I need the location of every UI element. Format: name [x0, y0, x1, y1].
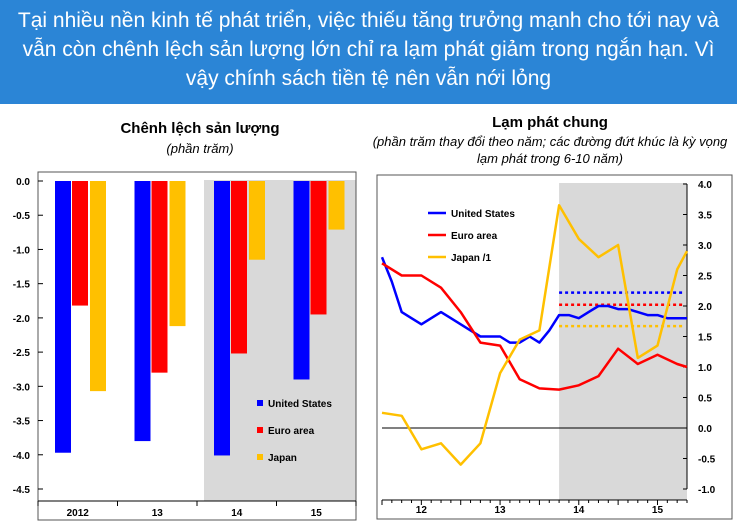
legend-label-japan-1: Japan /1 [451, 253, 491, 264]
series-line-united-states [380, 256, 687, 344]
slide-header: Tại nhiều nền kinh tế phát triển, việc t… [0, 0, 737, 104]
y-tick-label: 0.0 [16, 177, 30, 188]
bar-euro-area-15 [310, 181, 327, 315]
chart-frame [376, 174, 733, 520]
right-chart-title: Lạm phát chung [492, 114, 608, 131]
y-tick-label: -0.5 [698, 455, 716, 466]
y-tick-label: 0.5 [698, 394, 712, 405]
slide-title: Tại nhiều nền kinh tế phát triển, việc t… [17, 9, 720, 90]
y-tick-label: -1.0 [13, 245, 31, 256]
y-tick-label: -0.5 [13, 211, 31, 222]
bar-united-states-2012 [55, 181, 71, 453]
y-tick-label: 0.0 [698, 424, 712, 435]
y-tick-label: -1.5 [13, 280, 31, 291]
y-tick-label: -1.0 [698, 485, 716, 496]
x-tick-label: 14 [573, 505, 585, 516]
y-tick-label: -2.0 [13, 314, 31, 325]
x-tick-label: 15 [311, 508, 323, 519]
bar-japan-15 [328, 181, 345, 230]
legend-marker-united-states [257, 400, 263, 406]
x-tick-label: 14 [231, 508, 243, 519]
bar-united-states-14 [214, 181, 230, 456]
bar-euro-area-14 [231, 181, 247, 354]
legend-label-euro-area: Euro area [451, 231, 498, 242]
x-tick-label: 13 [152, 508, 164, 519]
y-tick-label: 4.0 [698, 180, 712, 191]
legend-label-euro-area: Euro area [268, 426, 315, 437]
bar-euro-area-13 [151, 181, 168, 373]
y-tick-label: 2.5 [698, 272, 712, 283]
bar-japan-13 [169, 181, 186, 327]
bar-united-states-13 [134, 181, 151, 442]
legend-label-united-states: United States [268, 399, 332, 410]
legend-label-japan: Japan [268, 453, 297, 464]
y-tick-label: 3.5 [698, 211, 712, 222]
left-chart-subtitle: (phần trăm) [166, 141, 234, 156]
legend-marker-japan [257, 454, 263, 460]
y-tick-label: -4.5 [13, 485, 31, 496]
bar-euro-area-2012 [72, 181, 88, 306]
x-tick-label: 15 [652, 505, 664, 516]
y-tick-label: -3.5 [13, 417, 31, 428]
chart-frame [37, 171, 357, 521]
series-line-euro-area [381, 262, 688, 391]
y-tick-label: -3.0 [13, 382, 31, 393]
y-tick-label: 2.0 [698, 302, 712, 313]
y-tick-label: 1.0 [698, 363, 712, 374]
y-tick-label: 1.5 [698, 333, 712, 344]
bar-japan-14 [249, 181, 265, 260]
bar-united-states-15 [293, 181, 310, 380]
x-tick-label: 2012 [67, 508, 90, 519]
y-tick-label: -2.5 [13, 348, 31, 359]
series-line-japan-1 [381, 204, 689, 466]
legend-label-united-states: United States [451, 209, 515, 220]
bar-japan-2012 [90, 181, 106, 392]
left-chart-title: Chênh lệch sản lượng [120, 120, 280, 137]
y-tick-label: 3.0 [698, 241, 712, 252]
y-tick-label: -4.0 [13, 451, 31, 462]
x-tick-label: 12 [416, 505, 428, 516]
shaded-forecast-region [559, 183, 687, 500]
legend-marker-euro-area [257, 427, 263, 433]
x-tick-label: 13 [495, 505, 507, 516]
right-chart-subtitle: (phần trăm thay đổi theo năm; các đường … [372, 134, 728, 166]
